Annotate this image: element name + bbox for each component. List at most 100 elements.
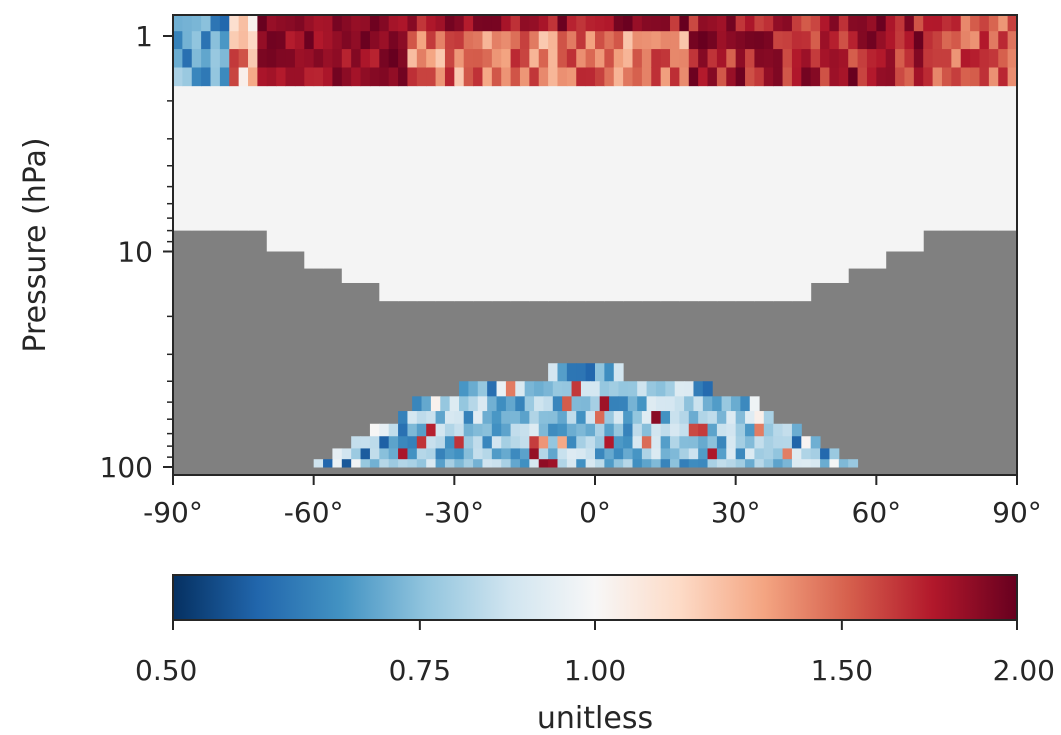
heatmap-cell-lower <box>407 423 418 437</box>
heatmap-cell-upper <box>191 15 202 32</box>
heatmap-cell-upper <box>998 49 1009 68</box>
heatmap-cell-upper <box>754 15 765 32</box>
heatmap-cell-uniform <box>435 85 455 302</box>
heatmap-cell-lower <box>426 459 437 468</box>
heatmap-cell-uniform <box>473 85 493 302</box>
heatmap-cell-lower <box>707 436 718 449</box>
heatmap-cell-upper <box>923 31 934 50</box>
heatmap-cell-upper <box>670 49 680 68</box>
heatmap-cell-upper <box>416 49 427 68</box>
heatmap-cell-lower <box>407 436 418 449</box>
heatmap-cell-upper <box>941 49 952 68</box>
heatmap-cell-lower <box>623 459 634 468</box>
heatmap-cell-upper <box>435 67 446 87</box>
plot-area <box>173 15 1017 475</box>
heatmap-cell-upper <box>482 31 493 50</box>
heatmap-cell-upper <box>932 67 943 87</box>
heatmap-cell-upper <box>332 49 343 68</box>
heatmap-cell-upper <box>913 67 924 87</box>
heatmap-cell-lower <box>646 381 657 397</box>
heatmap-cell-lower <box>515 381 526 397</box>
heatmap-cell-uniform <box>266 85 287 252</box>
heatmap-cell-upper <box>332 67 343 87</box>
heatmap-cell-lower <box>576 363 587 382</box>
heatmap-cell-lower <box>693 381 704 397</box>
heatmap-cell-upper <box>726 31 737 50</box>
heatmap-cell-lower <box>599 381 610 397</box>
heatmap-cell-lower <box>468 396 479 412</box>
heatmap-cell-lower <box>632 436 643 449</box>
colorbar-tick-label: 2.00 <box>993 654 1055 687</box>
heatmap-cell-upper <box>210 15 221 32</box>
heatmap-cell-upper <box>519 67 530 87</box>
heatmap-cell-lower <box>543 381 554 397</box>
heatmap-cell-lower <box>735 411 746 425</box>
heatmap-cell-lower <box>829 459 840 468</box>
heatmap-cell-lower <box>548 411 558 425</box>
heatmap-cell-upper <box>276 31 287 50</box>
heatmap-cell-upper <box>529 15 540 32</box>
heatmap-cell-uniform <box>866 85 887 269</box>
heatmap-cell-lower <box>487 381 498 397</box>
heatmap-cell-lower <box>627 381 638 397</box>
heatmap-cell-uniform <box>398 85 418 302</box>
heatmap-cell-lower <box>726 423 737 437</box>
heatmap-cell-lower <box>735 448 746 460</box>
heatmap-cell-lower <box>454 436 465 449</box>
heatmap-cell-uniform <box>529 85 549 302</box>
heatmap-cell-uniform <box>416 85 437 302</box>
heatmap-cell-lower <box>519 436 530 449</box>
heatmap-cell-lower <box>473 411 483 425</box>
heatmap-cell-lower <box>557 436 568 449</box>
heatmap-cell-lower <box>449 396 460 412</box>
heatmap-cell-lower <box>660 411 671 425</box>
heatmap-cell-upper <box>688 49 699 68</box>
heatmap-cell-upper <box>548 15 558 32</box>
heatmap-cell-lower <box>524 381 535 397</box>
heatmap-cell-upper <box>360 49 371 68</box>
heatmap-cell-upper <box>407 67 418 87</box>
heatmap-cell-lower <box>580 396 591 412</box>
heatmap-cell-upper <box>510 15 521 32</box>
heatmap-cell-lower <box>801 448 812 460</box>
heatmap-cell-lower <box>510 436 521 449</box>
heatmap-cell-upper <box>379 15 390 32</box>
heatmap-cell-upper <box>604 15 615 32</box>
heatmap-cell-upper <box>313 15 324 32</box>
heatmap-cell-lower <box>679 448 690 460</box>
heatmap-cell-upper <box>801 15 812 32</box>
heatmap-cell-lower <box>473 436 483 449</box>
heatmap-cell-lower <box>693 396 704 412</box>
heatmap-cell-lower <box>595 448 605 460</box>
heatmap-cell-lower <box>745 411 755 425</box>
heatmap-cell-lower <box>585 448 596 460</box>
heatmap-cell-lower <box>463 459 474 468</box>
heatmap-cell-upper <box>276 49 287 68</box>
heatmap-cell-upper <box>754 49 765 68</box>
heatmap-cell-lower <box>398 423 408 437</box>
heatmap-cell-lower <box>745 459 755 468</box>
heatmap-cell-upper <box>866 15 877 32</box>
heatmap-cell-uniform <box>754 85 774 302</box>
heatmap-cell-lower <box>444 448 455 460</box>
heatmap-cell-upper <box>595 67 605 87</box>
heatmap-cell-upper <box>595 49 605 68</box>
heatmap-cell-lower <box>698 448 709 460</box>
x-tick-label: -60° <box>284 496 344 529</box>
heatmap-cell-lower <box>623 423 634 437</box>
heatmap-cell-lower <box>595 423 605 437</box>
heatmap-cell-upper <box>773 49 784 68</box>
y-axis-label: Pressure (hPa) <box>18 137 53 352</box>
colorbar-tick-label: 0.75 <box>389 654 451 687</box>
heatmap-cell-upper <box>988 67 999 87</box>
heatmap-cell-upper <box>266 31 277 50</box>
heatmap-cell-upper <box>529 67 540 87</box>
heatmap-cell-lower <box>473 448 483 460</box>
heatmap-cell-lower <box>548 436 558 449</box>
heatmap-cell-lower <box>674 381 685 397</box>
heatmap-cell-uniform <box>548 85 568 302</box>
heatmap-cell-upper <box>566 49 577 68</box>
heatmap-cell-upper <box>904 67 915 87</box>
heatmap-cell-upper <box>876 31 887 50</box>
heatmap-cell-upper <box>191 67 202 87</box>
